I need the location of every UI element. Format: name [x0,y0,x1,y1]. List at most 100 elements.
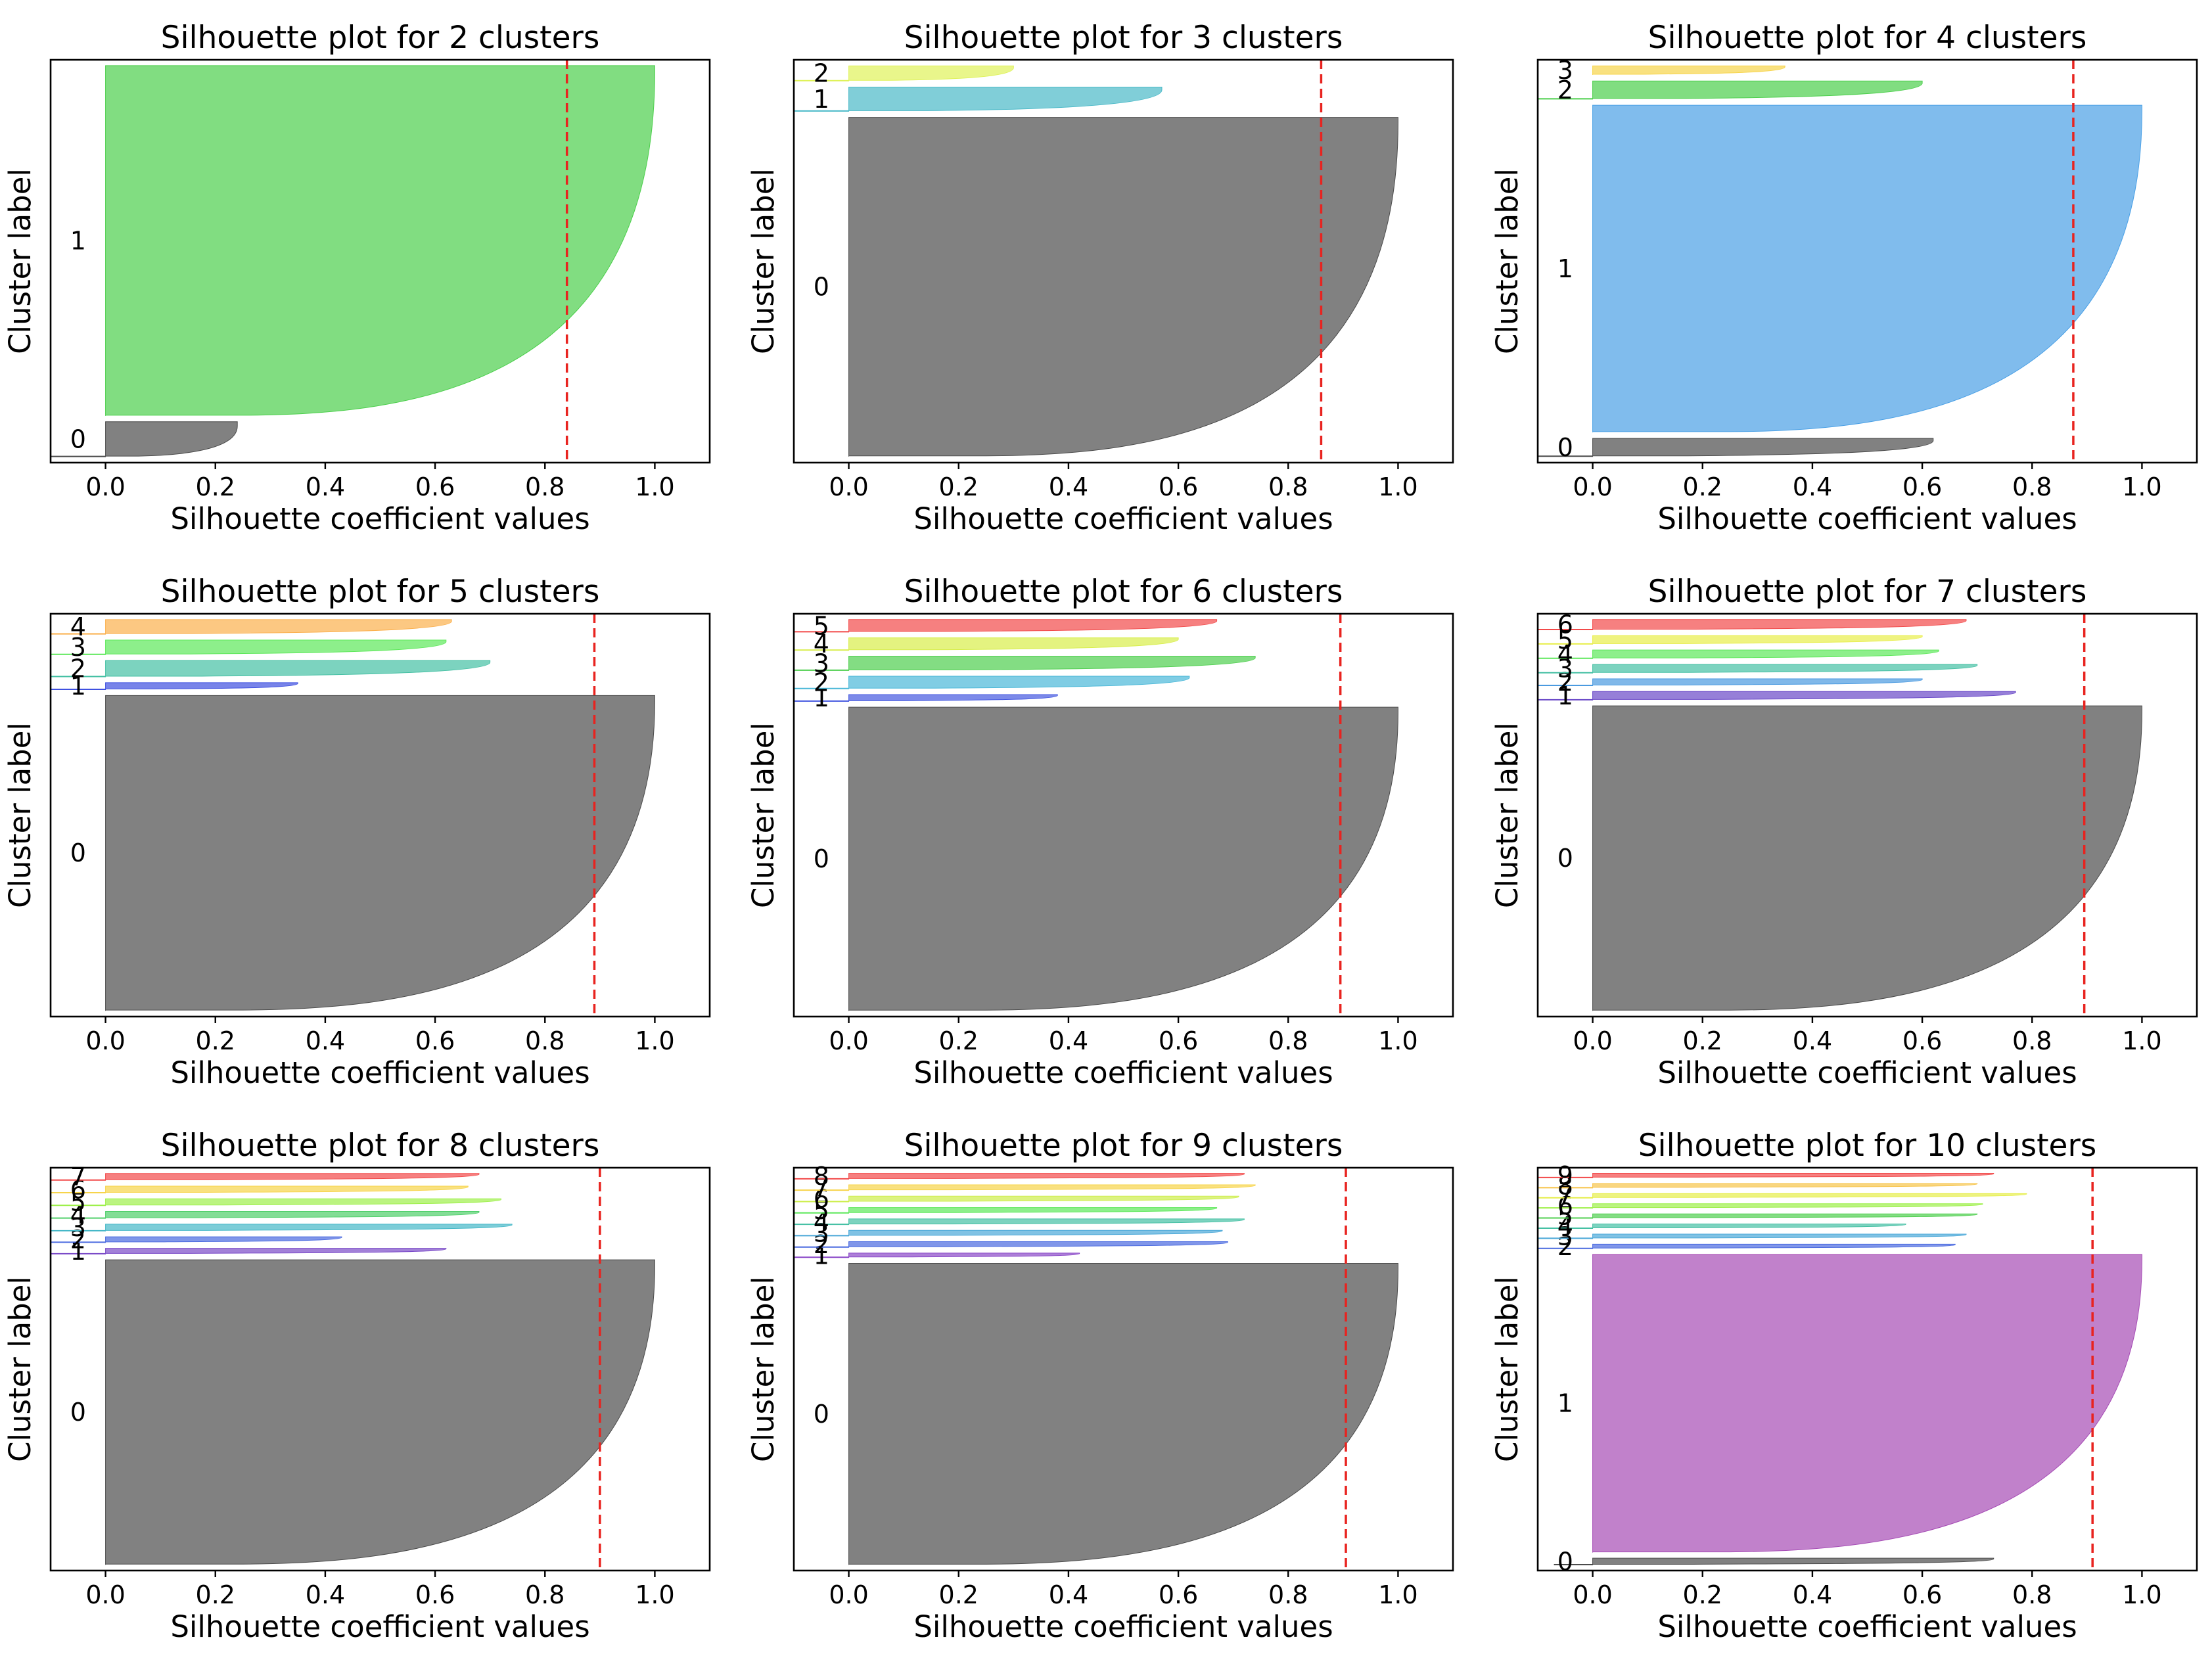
silhouette-cluster-1 [793,694,1058,702]
axes-frame [49,58,711,464]
x-tick-label: 1.0 [1378,1580,1417,1609]
x-tick-label: 0.0 [85,472,125,501]
x-axis-label: Silhouette coefficient values [170,1609,589,1644]
x-tick-label: 0.2 [939,1026,979,1055]
cluster-label-3: 3 [814,649,829,678]
silhouette-cluster-2 [1537,678,1923,686]
silhouette-cluster-5 [1537,635,1923,645]
cluster-label-4: 4 [814,1207,829,1236]
x-tick-label: 0.8 [525,472,565,501]
silhouette-cluster-3 [793,1229,1223,1237]
y-axis-label: Cluster label [746,168,781,354]
cluster-label-5: 5 [814,611,829,640]
silhouette-cluster-1 [50,1248,447,1254]
x-tick-label: 0.6 [1159,1580,1198,1609]
silhouette-cluster-9 [1537,1173,1994,1178]
y-axis-label: Cluster label [3,168,37,354]
x-tick-label: 0.8 [2012,1580,2052,1609]
x-tick-label: 0.6 [1902,1580,1942,1609]
cluster-label-6: 6 [814,1185,829,1214]
x-tick-label: 0.6 [415,472,455,501]
y-axis-label: Cluster label [1490,1276,1525,1462]
chart-title: Silhouette plot for 2 clusters [161,20,600,56]
cluster-label-8: 8 [814,1162,829,1191]
cluster-label-5: 5 [1557,1202,1573,1231]
silhouette-subplot: 0 12 0.0 0.2 0.4 0.6 0.8 1.0 Silhouette plot for… [746,20,1454,536]
x-tick-label: 0.8 [2012,472,2052,501]
y-axis-label: Cluster label [746,1276,781,1462]
x-tick-label: 0.4 [306,1026,345,1055]
silhouette-cluster-0 [1537,438,1934,457]
silhouette-cluster-5 [793,1207,1218,1214]
silhouette-cluster-2 [50,660,491,678]
silhouette-cluster-3 [1537,664,1978,674]
silhouette-cluster-3 [1592,65,1786,76]
silhouette-cluster-0 [848,1262,1398,1565]
silhouette-cluster-6 [793,1195,1239,1203]
x-tick-label: 0.4 [1049,472,1088,501]
x-tick-label: 0.0 [829,1026,868,1055]
silhouette-cluster-2 [50,1236,342,1243]
silhouette-cluster-6 [1537,1203,1983,1209]
cluster-label-5: 5 [814,1196,829,1225]
x-tick-label: 0.0 [1573,1580,1612,1609]
cluster-label-0: 0 [814,273,829,302]
x-tick-label: 0.4 [1049,1026,1088,1055]
x-tick-label: 0.6 [1159,472,1198,501]
x-tick-label: 0.6 [1902,1026,1942,1055]
x-tick-label: 0.0 [829,1580,868,1609]
cluster-label-7: 7 [70,1162,86,1191]
cluster-label-3: 3 [70,633,86,662]
silhouette-cluster-4 [1537,1224,1906,1229]
chart-title: Silhouette plot for 6 clusters [904,574,1343,610]
cluster-label-0: 0 [70,425,86,453]
cluster-label-1: 1 [814,85,829,114]
silhouette-cluster-5 [50,1198,501,1206]
cluster-label-3: 3 [1557,1222,1573,1251]
x-tick-label: 0.4 [306,1580,345,1609]
silhouette-subplot: 0 1 0.0 0.2 0.4 0.6 0.8 1.0 Silhouette plot for … [3,20,711,536]
axes-frame [793,1166,1454,1572]
silhouette-cluster-0 [105,695,655,1011]
silhouette-cluster-7 [793,1184,1256,1191]
x-tick-label: 0.2 [1683,472,1722,501]
silhouette-cluster-3 [50,639,447,655]
axes-frame [793,58,1454,464]
silhouette-cluster-2 [1537,1243,1956,1249]
silhouette-subplot: 0 1 23 0.0 0.2 0.4 0.6 0.8 1.0 Silhouette plot fo… [1490,20,2198,536]
silhouette-cluster-1 [793,1252,1080,1258]
silhouette-cluster-0 [105,1259,655,1565]
silhouette-cluster-6 [50,1185,469,1194]
x-tick-label: 0.8 [525,1026,565,1055]
y-axis-label: Cluster label [1490,168,1525,354]
cluster-label-4: 4 [70,612,86,641]
chart-title: Silhouette plot for 9 clusters [904,1128,1343,1164]
x-tick-label: 0.0 [829,472,868,501]
cluster-label-8: 8 [1557,1171,1573,1200]
y-axis-label: Cluster label [3,1276,37,1462]
chart-title: Silhouette plot for 4 clusters [1648,20,2087,56]
cluster-label-1: 1 [814,1241,829,1270]
y-axis-label: Cluster label [746,722,781,908]
x-tick-label: 1.0 [2122,472,2161,501]
x-tick-label: 0.2 [1683,1580,1722,1609]
x-axis-label: Silhouette coefficient values [913,1609,1333,1644]
x-tick-label: 1.0 [1378,472,1417,501]
cluster-label-4: 4 [814,630,829,658]
silhouette-cluster-2 [1537,80,1923,100]
silhouette-cluster-1 [50,682,298,690]
cluster-label-3: 3 [814,1219,829,1248]
x-tick-label: 0.2 [939,1580,979,1609]
x-tick-label: 0.4 [1793,1026,1832,1055]
x-tick-label: 1.0 [2122,1580,2161,1609]
x-tick-label: 0.4 [1793,472,1832,501]
cluster-label-4: 4 [1557,640,1573,669]
cluster-label-3: 3 [1557,655,1573,683]
cluster-label-9: 9 [1557,1161,1573,1190]
silhouette-cluster-5 [793,619,1218,633]
x-tick-label: 0.4 [1049,1580,1088,1609]
cluster-label-0: 0 [1557,433,1573,462]
